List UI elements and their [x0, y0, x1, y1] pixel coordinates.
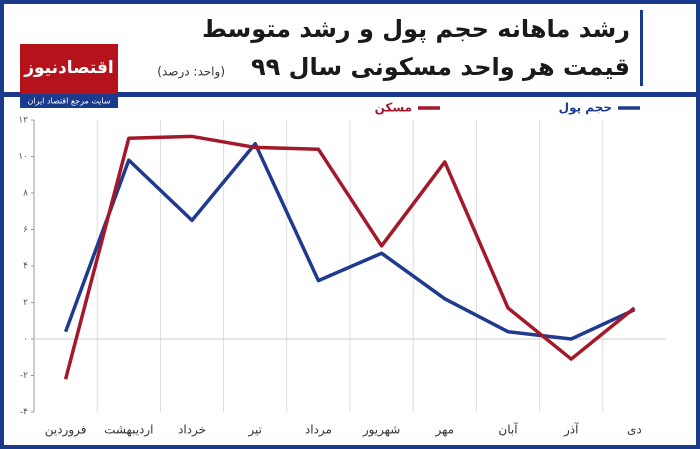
x-tick-label: تیر [247, 423, 262, 438]
x-tick-label: اردیبهشت [104, 423, 153, 438]
y-tick-label: ۸ [23, 189, 28, 199]
logo-box [20, 44, 118, 94]
x-tick-label: فروردین [45, 423, 87, 438]
x-tick-label: مهر [435, 423, 455, 438]
x-tick-label: شهریور [362, 423, 401, 438]
chart-subtitle: (واحد: درصد) [157, 65, 225, 80]
logo-tag-box [20, 94, 118, 108]
chart-title: قیمت هر واحد مسکونی سال ۹۹ [251, 53, 630, 81]
y-tick-label: ۱۲ [18, 116, 28, 126]
logo-tagline: سایت مرجع اقتصاد ایران [27, 97, 110, 106]
y-tick-label: ۱۰ [18, 152, 28, 162]
y-tick-label: ۲ [23, 298, 28, 308]
y-tick-label: ۴ [23, 262, 28, 272]
legend-label: حجم پول [559, 101, 612, 116]
y-tick-label: ۰ [23, 335, 28, 345]
header [4, 4, 696, 92]
title-accent [640, 10, 643, 86]
x-tick-label: آبان [498, 422, 518, 437]
x-tick-label: خرداد [178, 423, 206, 438]
x-tick-label: دی [627, 423, 642, 437]
legend-label: مسکن [375, 101, 412, 115]
y-tick-label: ۶ [23, 225, 28, 235]
y-tick-label: -۴ [20, 408, 28, 418]
x-tick-label: آذر [563, 422, 579, 438]
logo-name: اقتصادنیوز [23, 58, 114, 78]
series-line [63, 134, 636, 380]
x-tick-label: مرداد [305, 423, 332, 438]
chart-title: رشد ماهانه حجم پول و رشد متوسط [202, 15, 630, 43]
y-tick-label: -۲ [20, 371, 28, 381]
